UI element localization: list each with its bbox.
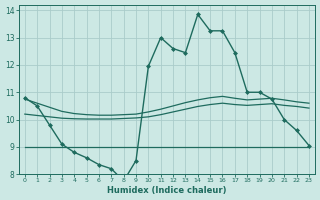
X-axis label: Humidex (Indice chaleur): Humidex (Indice chaleur) <box>107 186 227 195</box>
